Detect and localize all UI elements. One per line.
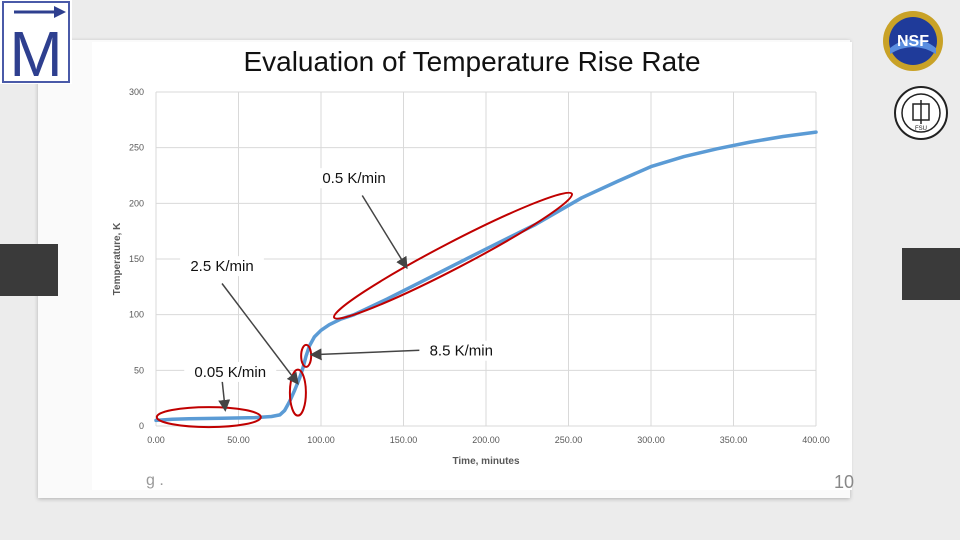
annotation-arrow	[221, 283, 299, 385]
temperature-series-line	[154, 130, 818, 423]
y-tick-label: 50	[134, 365, 144, 375]
page-number: 10	[834, 472, 855, 492]
ellipse-2.5	[288, 368, 307, 417]
y-tick-label: 0	[139, 421, 144, 431]
y-tick-label: 150	[129, 254, 144, 264]
y-tick-label: 100	[129, 310, 144, 320]
x-tick-label: 150.00	[390, 435, 418, 445]
y-tick-label: 200	[129, 198, 144, 208]
m-logo: M	[0, 0, 72, 90]
seal-text: FSU	[915, 126, 927, 132]
stray-text-fragment: g .	[146, 472, 164, 489]
x-tick-label: 250.00	[555, 435, 583, 445]
ellipse-0.5	[332, 191, 574, 320]
university-seal: FSU	[894, 86, 948, 140]
y-tick-label: 250	[129, 143, 144, 153]
left-side-tab	[0, 244, 58, 296]
annotation-label-bg	[419, 340, 504, 361]
m-logo-letter: M	[9, 18, 62, 84]
annotation-arrow	[309, 348, 421, 361]
annotation-label-bg	[312, 168, 396, 189]
annotation-label: 0.5 K/min	[322, 170, 385, 187]
x-tick-label: 50.00	[227, 435, 250, 445]
x-tick-label: 350.00	[720, 435, 748, 445]
annotation-label: 8.5 K/min	[430, 343, 493, 360]
x-tick-label: 0.00	[147, 435, 165, 445]
annotation-label-bg	[180, 256, 264, 277]
annotation-arrow	[361, 195, 408, 270]
nsf-logo-text: NSF	[897, 33, 929, 50]
annotation-label-bg	[184, 361, 277, 382]
x-tick-label: 100.00	[307, 435, 335, 445]
nsf-logo: NSF	[882, 10, 944, 72]
y-axis-ticks: 0 50 100 150 200 250 300	[129, 87, 144, 431]
x-tick-label: 200.00	[472, 435, 500, 445]
annotation-arrow	[218, 379, 231, 412]
annotation-label: 2.5 K/min	[190, 258, 253, 275]
y-tick-label: 300	[129, 87, 144, 97]
y-axis-label: Temperature, K	[112, 222, 123, 295]
slide-title: Evaluation of Temperature Rise Rate	[243, 46, 701, 77]
annotation-label: 0.05 K/min	[194, 364, 266, 381]
annotation-shapes	[155, 191, 574, 429]
x-tick-label: 300.00	[637, 435, 665, 445]
right-side-tab	[902, 248, 960, 300]
x-tick-label: 400.00	[802, 435, 830, 445]
annotation-labels: 0.05 K/min 2.5 K/min 8.5 K/min 0.5 K/min	[180, 168, 504, 382]
x-axis-ticks: 0.00 50.00 100.00 150.00 200.00 250.00 300.00 3…	[147, 435, 830, 445]
ellipse-0.05	[155, 406, 262, 429]
x-axis-label: Time, minutes	[452, 456, 519, 467]
